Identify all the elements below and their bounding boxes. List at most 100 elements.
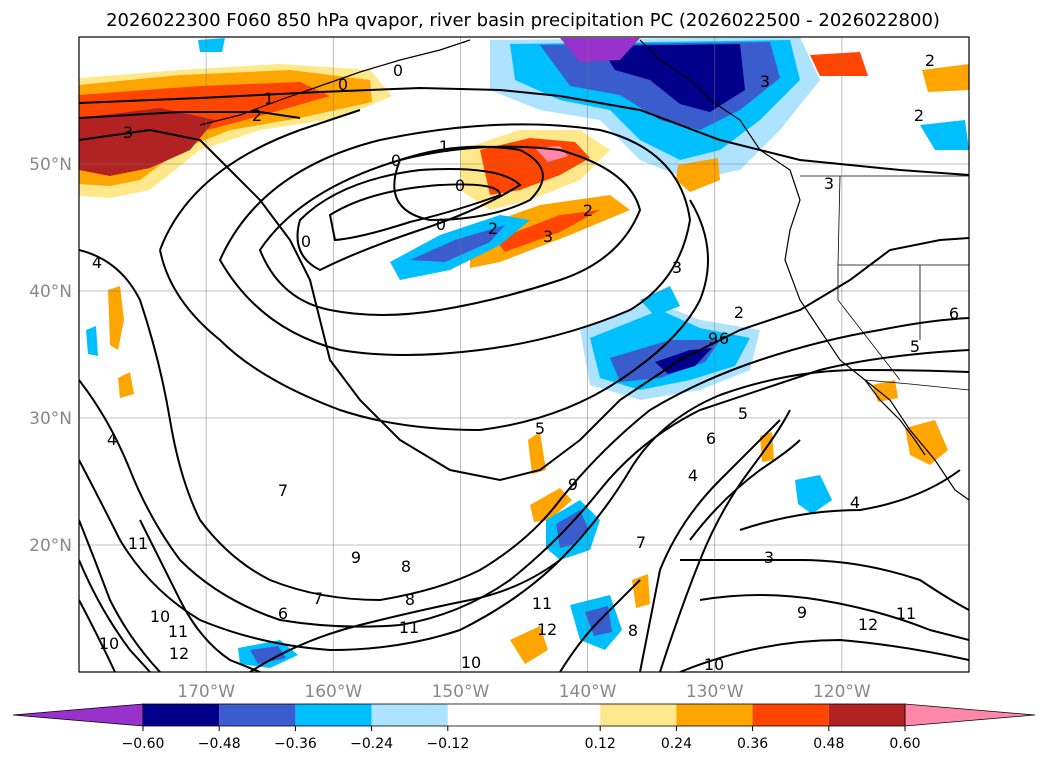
contour-line [689, 439, 801, 541]
contour-line [739, 469, 961, 531]
contour-line [328, 183, 502, 242]
positive-anomaly-region [922, 64, 969, 92]
contour-label: 11 [128, 534, 148, 553]
contour-label: 2 [583, 201, 593, 220]
lon-tick-label: 140°W [559, 682, 617, 702]
contour-line [639, 419, 781, 672]
positive-anomaly-region [528, 432, 546, 474]
positive-anomaly-region [118, 372, 134, 398]
negative-anomaly-region [556, 510, 588, 548]
contour-label: 9 [351, 548, 361, 567]
colorbar-segment [371, 704, 448, 726]
negative-anomaly-region [250, 646, 286, 664]
contour-label: 0 [436, 215, 446, 234]
lon-tick-label: 130°W [686, 682, 744, 702]
colorbar-extend-high [904, 703, 1036, 727]
negative-anomaly-region [600, 44, 745, 112]
map-panel: 0000001122222233333344445556666777888999… [78, 36, 970, 674]
longitude-labels: 170°W 160°W 150°W 140°W 130°W 120°W [177, 682, 871, 702]
contour-label: 8 [628, 621, 638, 640]
contour-label: 4 [688, 466, 698, 485]
positive-anomaly-region [872, 380, 898, 402]
baja-california-coastline [864, 379, 926, 456]
contour-label: 1 [264, 89, 274, 108]
contour-label: 7 [313, 589, 323, 608]
contour-label: 10 [150, 607, 170, 626]
colorbar-tick-label: −0.24 [350, 736, 393, 752]
colorbar-extend-low [12, 703, 144, 727]
colorbar-tick-label: −0.36 [274, 736, 317, 752]
contour-labels: 0000001122222233333344445556666777888999… [92, 51, 959, 674]
contour-label: 0 [391, 151, 401, 170]
colorbar-tick-label: 0.12 [585, 736, 616, 752]
state-borders [837, 175, 969, 381]
contour-label: 11 [399, 618, 419, 637]
contour-label: 4 [107, 430, 117, 449]
contour-label: 9 [708, 329, 718, 348]
chart-title: 2026022300 F060 850 hPa qvapor, river ba… [106, 10, 940, 31]
contour-label: 2 [914, 106, 924, 125]
gridlines [79, 37, 969, 672]
contour-label: 8 [401, 557, 411, 576]
negative-anomaly-region [640, 286, 680, 316]
contour-label: 0 [338, 75, 348, 94]
positive-anomaly-region [510, 626, 548, 664]
lon-tick-label: 160°W [304, 682, 362, 702]
contour-label: 8 [405, 590, 415, 609]
lat-tick-label: 40°N [29, 282, 72, 302]
contour-line [258, 145, 642, 316]
positive-anomaly-region [676, 158, 720, 192]
contour-line [679, 638, 969, 672]
positive-anomaly-region [810, 52, 868, 76]
lon-tick-label: 170°W [177, 682, 235, 702]
colorbar-segment [600, 704, 677, 726]
contour-label: 3 [543, 227, 553, 246]
north-america-coastline [639, 39, 969, 501]
contour-label: 3 [764, 548, 774, 567]
colorbar-segment [752, 704, 829, 726]
contour-line [79, 368, 969, 652]
latitude-labels: 20°N 30°N 40°N 50°N [29, 155, 72, 556]
contour-line [296, 168, 522, 272]
positive-anomaly-region [108, 286, 124, 350]
contour-line [680, 558, 969, 611]
contour-label: 10 [704, 655, 724, 674]
contour-line [559, 579, 641, 672]
contour-label: 3 [672, 258, 682, 277]
contour-line [79, 519, 161, 672]
contour-label: 2 [925, 51, 935, 70]
contour-label: 12 [169, 644, 189, 663]
contour-line [79, 86, 969, 176]
map-frame [78, 36, 970, 673]
contour-label: 2 [488, 219, 498, 238]
contour-label: 10 [99, 634, 119, 653]
contour-label: 7 [278, 481, 288, 500]
negative-anomaly-region [86, 326, 98, 356]
contour-label: 2 [252, 106, 262, 125]
contour-label: 3 [824, 174, 834, 193]
contour-label: 5 [738, 404, 748, 423]
contour-line [159, 109, 709, 432]
colorbar-segment [828, 704, 905, 726]
lat-tick-label: 30°N [29, 409, 72, 429]
colorbar-tick-label: 0.60 [889, 736, 920, 752]
contour-label: 6 [719, 329, 729, 348]
colorbar-tick-label: 0.24 [661, 736, 692, 752]
contour-label: 9 [797, 603, 807, 622]
contour-label: 0 [455, 176, 465, 195]
contour-label: 11 [168, 622, 188, 641]
contour-label: 12 [537, 620, 557, 639]
colorbar-segment [676, 704, 753, 726]
contour-label: 11 [532, 594, 552, 613]
colorbar-tick-label: −0.12 [426, 736, 469, 752]
contour-label: 6 [706, 429, 716, 448]
colorbar-tick-label: 0.48 [813, 736, 844, 752]
positive-anomaly-region [905, 420, 948, 465]
lat-tick-label: 20°N [29, 536, 72, 556]
contour-line [79, 111, 301, 119]
contour-line [699, 594, 969, 641]
shaded-anomaly-fields [79, 37, 969, 668]
contour-line [79, 599, 116, 672]
negative-anomaly-region [920, 120, 969, 150]
contour-label: 3 [760, 72, 770, 91]
